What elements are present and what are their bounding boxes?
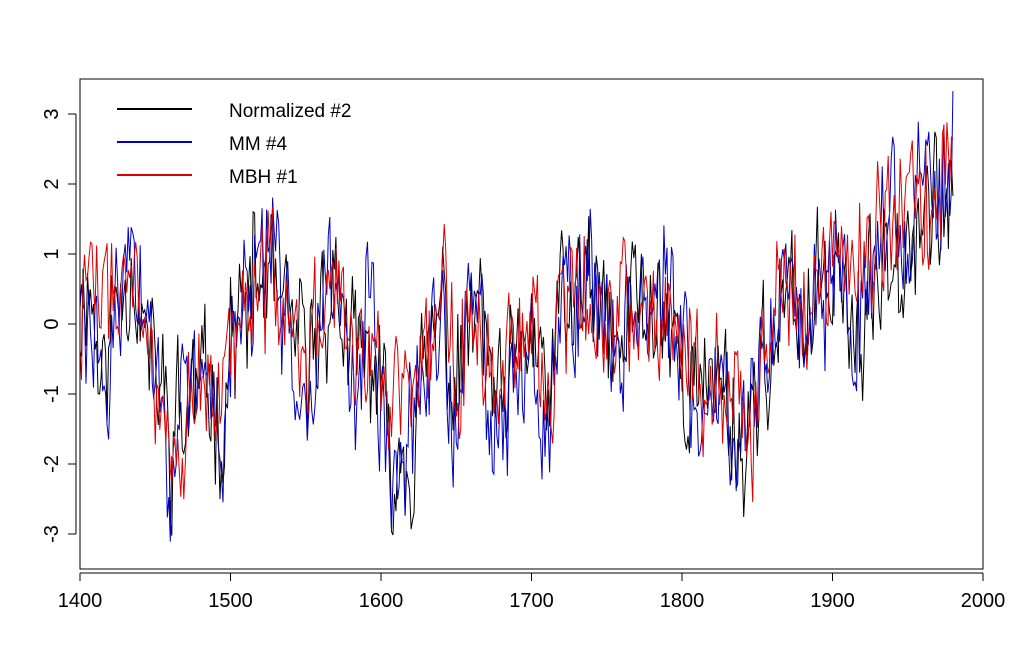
series-line-normalized-2 bbox=[79, 131, 954, 536]
x-tick-label: 1500 bbox=[208, 590, 253, 612]
legend-label-mbh-1: MBH #1 bbox=[229, 167, 298, 188]
legend: Normalized #2 MM #4 MBH #1 bbox=[117, 101, 352, 188]
legend-label-mm-4: MM #4 bbox=[229, 134, 288, 155]
y-tick-label: 3 bbox=[41, 108, 63, 119]
y-tick-label: 0 bbox=[41, 318, 63, 329]
y-tick-label: 2 bbox=[41, 178, 63, 189]
series-line-mbh-1 bbox=[79, 122, 954, 503]
plot-frame bbox=[79, 78, 984, 570]
x-tick-label: 1700 bbox=[509, 590, 554, 612]
x-tick-label: 1400 bbox=[58, 590, 103, 612]
y-tick-label: -1 bbox=[41, 385, 63, 403]
legend-label-normalized-2: Normalized #2 bbox=[229, 101, 352, 122]
x-tick-label: 1900 bbox=[810, 590, 855, 612]
series-lines bbox=[79, 91, 954, 542]
series-line-mm-4 bbox=[79, 91, 954, 542]
x-tick-label: 2000 bbox=[961, 590, 1006, 612]
y-tick-label: -3 bbox=[41, 525, 63, 543]
x-tick-label: 1600 bbox=[359, 590, 404, 612]
y-axis: -3 -2 -1 0 1 2 3 bbox=[41, 108, 77, 543]
x-axis: 1400 1500 1600 1700 1800 1900 2000 bbox=[58, 572, 1006, 612]
x-tick-label: 1800 bbox=[660, 590, 705, 612]
y-tick-label: 1 bbox=[41, 248, 63, 259]
y-tick-label: -2 bbox=[41, 455, 63, 473]
